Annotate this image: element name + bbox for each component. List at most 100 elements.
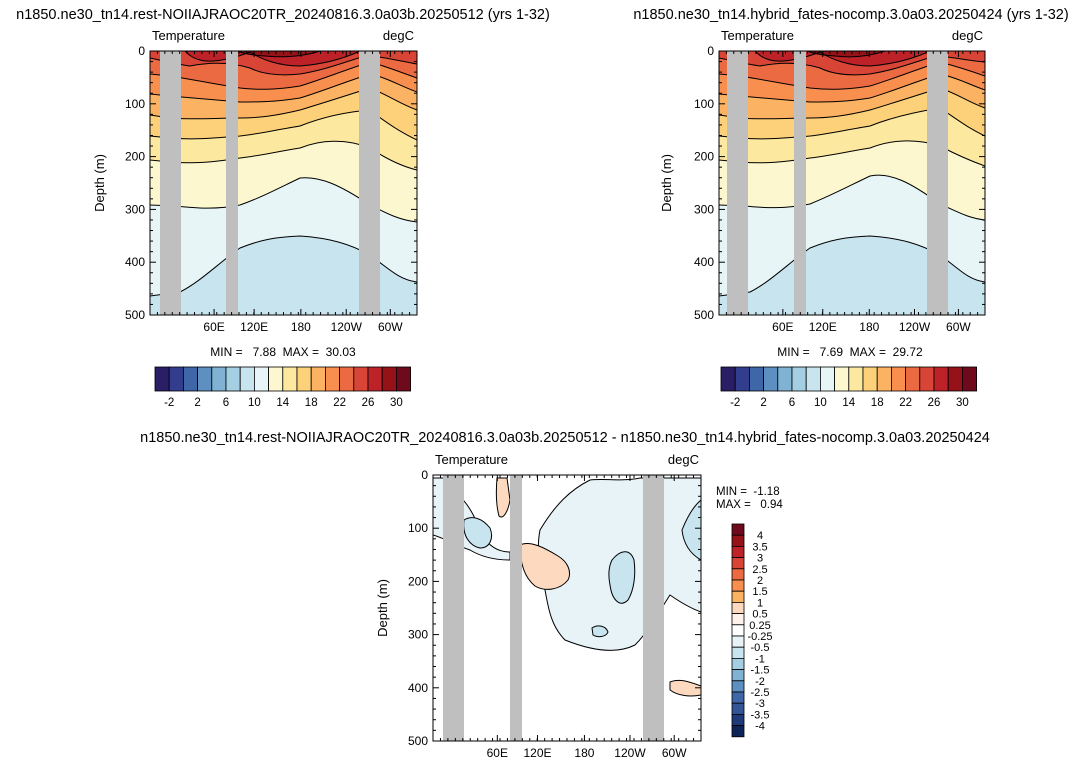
panel-right-contour-line <box>754 51 931 67</box>
panel-right-contour-line <box>719 61 985 90</box>
colorbar-diff-label: -0.25 <box>747 631 772 643</box>
panel-left-ytick-label: 400 <box>125 255 145 269</box>
panel-right-ytick-label: 200 <box>694 150 714 164</box>
panel-right-ytick-label: 500 <box>694 308 714 322</box>
panel-left-stats: MIN = 7.88 MAX = 30.03 <box>210 345 356 359</box>
panel-left-ytick-label: 0 <box>138 44 145 58</box>
panel-right-ytick-label: 100 <box>694 97 714 111</box>
panel-right-ytick-label: 400 <box>694 255 714 269</box>
colorbar-right-swatch <box>933 366 949 392</box>
panel-right-xtick-label: 120W <box>899 320 931 334</box>
colorbar-left-label: 10 <box>248 397 261 409</box>
panel-diff-units-label: degC <box>668 452 699 467</box>
panel-right-ytick-label: 300 <box>694 202 714 216</box>
colorbar-left-swatch <box>310 366 326 392</box>
colorbar-left-swatch <box>381 366 397 392</box>
colorbar-diff-swatch <box>731 691 745 704</box>
panel-diff-ylabel: Depth (m) <box>375 579 390 637</box>
panel-left-contour-line <box>150 140 417 171</box>
panel-right-ticks: 0 100 200 300 400 500 60E 120E 180 120W 60W <box>694 44 986 334</box>
panel-left-xtick-label: 180 <box>291 320 311 334</box>
colorbar-left-swatch <box>253 366 269 392</box>
colorbar-diff-swatch <box>731 602 745 615</box>
colorbar-left-swatch <box>168 366 184 392</box>
panel-left-contour-line <box>150 109 417 141</box>
colorbar-right-swatch <box>876 366 892 392</box>
colorbar-left-label: 14 <box>276 397 289 409</box>
colorbar-right-swatch <box>749 366 765 392</box>
panel-diff-ticks: 0 100 200 300 400 500 60E 120E 180 120W 60W <box>408 468 702 760</box>
panel-diff-ytick-label: 0 <box>421 468 428 482</box>
panel-left-land-mask <box>160 51 181 315</box>
panel-diff-region-positive <box>669 679 701 697</box>
colorbar-left-swatch <box>324 366 340 392</box>
panel-diff-region-negative-strong <box>608 551 636 604</box>
colorbar-diff-label: -1 <box>755 653 765 665</box>
colorbar-right-swatch <box>805 366 821 392</box>
colorbar-diff-label: 2.5 <box>752 564 767 576</box>
colorbar-left-swatch <box>268 366 284 392</box>
panel-left-units-label: degC <box>383 28 414 43</box>
colorbar-right-label: 18 <box>871 397 884 409</box>
colorbar-diff-swatch <box>731 579 745 592</box>
colorbar-diff-label: 2 <box>757 575 763 587</box>
panel-right-xtick-label: 60W <box>946 320 971 334</box>
colorbar-diff-label: 3.5 <box>752 541 767 553</box>
colorbar-left-swatch <box>353 366 369 392</box>
colorbar-right-label: 22 <box>899 397 912 409</box>
panel-diff-xtick-label: 60W <box>662 746 687 760</box>
panel-diff-xtick-label: 120W <box>614 746 646 760</box>
panel-diff-region-negative-strong <box>681 499 701 561</box>
colorbar-diff-label: -3 <box>755 698 765 710</box>
colorbar-diff-swatch <box>731 669 745 682</box>
colorbar-left-label: -2 <box>164 397 174 409</box>
panel-right-variable-label: Temperature <box>721 28 794 43</box>
colorbar-diff-swatch <box>731 534 745 547</box>
colorbar-diff-swatch <box>731 646 745 659</box>
panel-right-contour-line <box>719 73 985 103</box>
panel-diff-region-negative-strong <box>463 517 493 549</box>
panel-diff-land-mask <box>643 475 664 741</box>
colorbar-left-swatch <box>182 366 198 392</box>
colorbar-right-swatch <box>905 366 921 392</box>
panel-diff-region-positive <box>519 542 571 590</box>
colorbar-diff-swatch <box>731 624 745 637</box>
colorbar-left-swatch <box>339 366 355 392</box>
colorbar-diff-label: 1 <box>757 597 763 609</box>
colorbar-right-label: 14 <box>842 397 855 409</box>
panel-left-ylabel: Depth (m) <box>92 154 107 212</box>
panel-left-ytick-label: 300 <box>125 202 145 216</box>
colorbar-right-swatch <box>820 366 836 392</box>
panel-diff-ytick-label: 300 <box>408 628 428 642</box>
colorbar-left-swatch <box>211 366 227 392</box>
panel-right-stats: MIN = 7.69 MAX = 29.72 <box>777 345 923 359</box>
panel-left-land-mask <box>359 51 380 315</box>
panel-diff-region-positive <box>495 477 511 518</box>
colorbar-right-swatch <box>891 366 907 392</box>
panel-left-contour-line <box>150 235 417 297</box>
panel-right-ytick-label: 0 <box>707 44 714 58</box>
colorbar-diff-swatch <box>731 568 745 581</box>
panel-left-xtick-label: 120W <box>331 320 363 334</box>
colorbar-right-swatch <box>947 366 963 392</box>
panel-right-land-mask <box>727 51 748 315</box>
panel-left-ytick-label: 100 <box>125 97 145 111</box>
colorbar-diff-label: 4 <box>757 530 763 542</box>
panel-right-land-mask <box>927 51 948 315</box>
panel-right-contour-line <box>719 140 985 167</box>
panel-right-ylabel: Depth (m) <box>659 154 674 212</box>
colorbar-diff-label: -1.5 <box>751 665 770 677</box>
colorbar-diff-swatch <box>731 725 745 738</box>
colorbar-left: -2 2 6 10 14 18 22 26 30 <box>154 366 411 409</box>
panel-left-variable-label: Temperature <box>152 28 225 43</box>
panel-left-contour-line <box>150 61 417 90</box>
panel-diff-xtick-label: 120E <box>524 746 552 760</box>
colorbar-diff-swatch <box>731 613 745 626</box>
colorbar-left-swatch <box>395 366 411 392</box>
panel-left-title: n1850.ne30_tn14.rest-NOIIAJRAOC20TR_2024… <box>16 7 550 23</box>
panel-right-contour-line <box>719 174 985 221</box>
colorbar-diff-swatch <box>731 546 745 559</box>
colorbar-diff-swatch <box>731 590 745 603</box>
colorbar-diff-swatch <box>731 714 745 727</box>
panel-diff-ytick-label: 100 <box>408 521 428 535</box>
